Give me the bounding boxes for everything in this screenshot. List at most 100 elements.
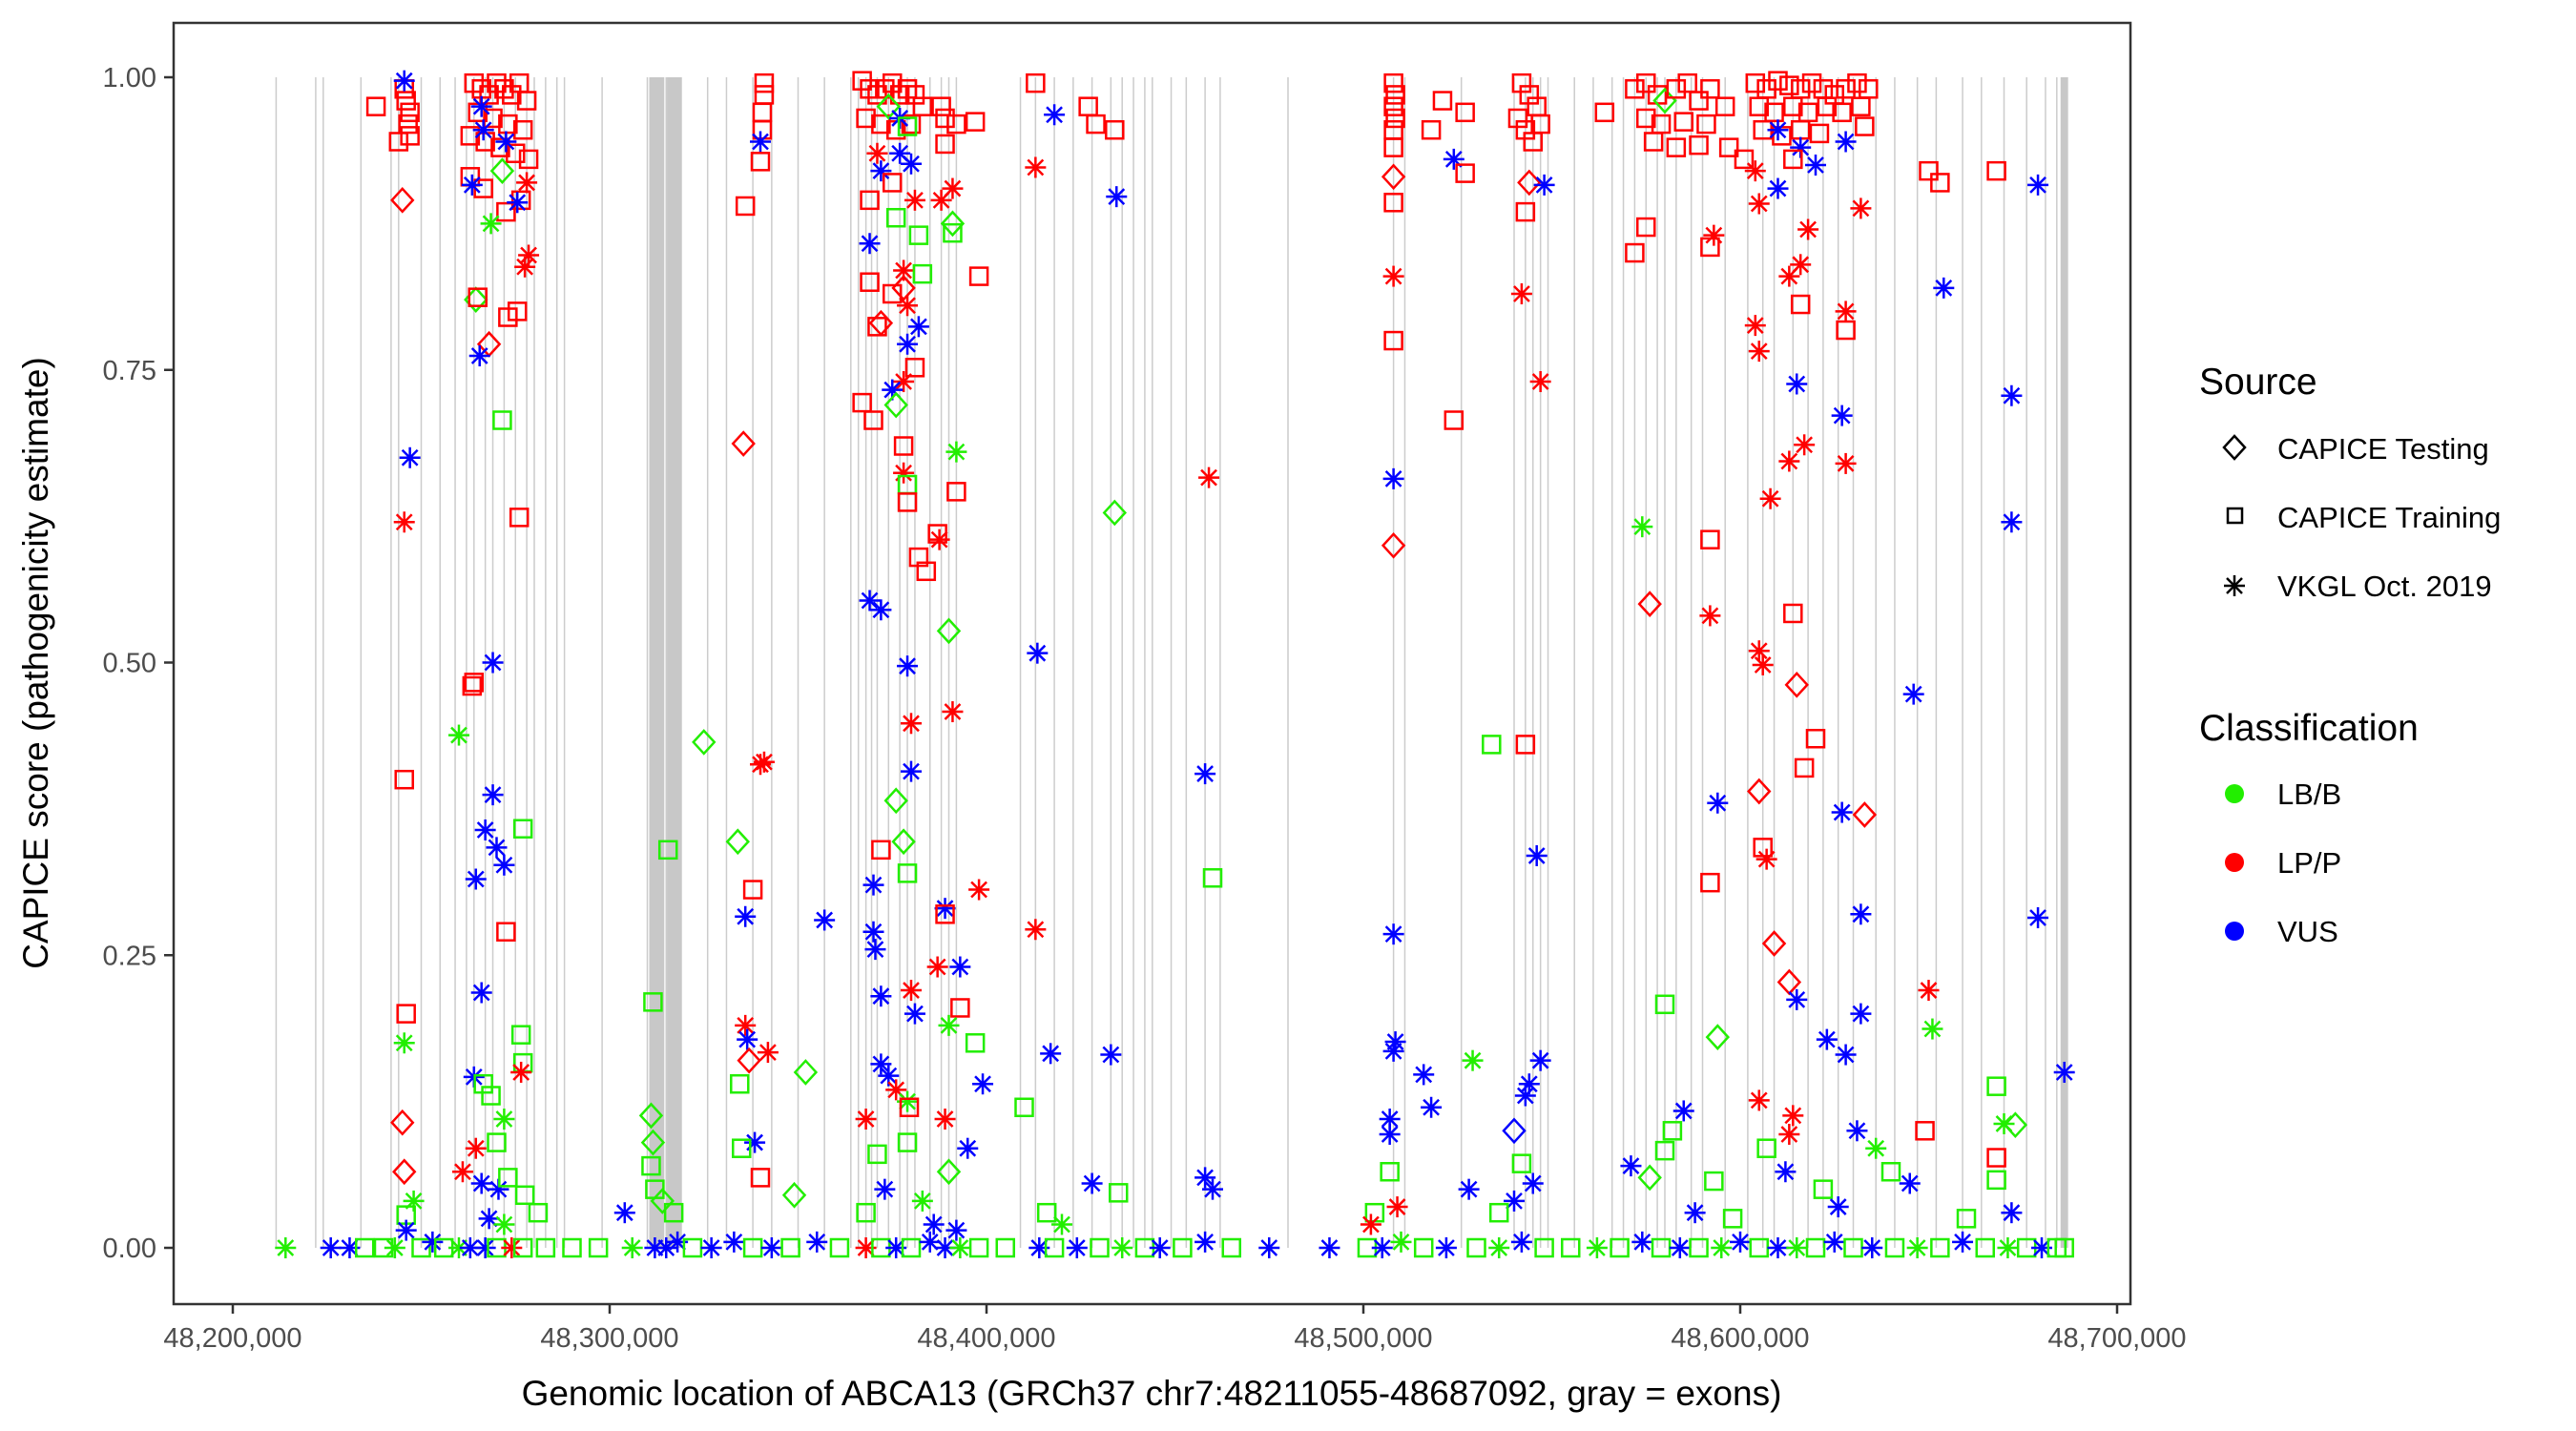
point-square (1689, 91, 1709, 111)
point-square (860, 190, 880, 211)
point-asterisk (1918, 980, 1940, 1002)
point-square (514, 1185, 535, 1206)
legend-label: LB/B (2277, 778, 2341, 811)
point-asterisk (482, 652, 504, 674)
point-diamond (1637, 1164, 1662, 1192)
point-square (588, 1237, 609, 1258)
point-square (394, 769, 414, 790)
point-asterisk (1902, 683, 1924, 705)
point-asterisk (393, 1032, 415, 1054)
point-asterisk (870, 599, 892, 621)
point-diamond (1784, 671, 1809, 698)
point-square (1813, 1179, 1834, 1199)
point-square (1466, 1237, 1486, 1258)
point-asterisk (949, 1237, 971, 1258)
point-square (1385, 108, 1405, 129)
red-dot-icon (2225, 853, 2244, 872)
point-asterisk (855, 1109, 877, 1130)
x-axis: 48,200,000 48,300,000 48,400,000 48,500,000… (163, 1304, 2187, 1354)
point-square (750, 152, 771, 172)
point-square (1202, 868, 1223, 888)
point-square (856, 108, 876, 129)
point-asterisk (1382, 265, 1404, 287)
point-asterisk (1823, 1231, 1845, 1253)
point-asterisk (1421, 1096, 1443, 1118)
point-asterisk (1786, 988, 1808, 1010)
point-diamond (1502, 1117, 1527, 1145)
point-square (400, 126, 420, 146)
point-square (899, 1097, 920, 1118)
point-square (946, 482, 966, 502)
point-square (871, 840, 891, 861)
point-asterisk (1360, 1213, 1381, 1235)
point-square (1173, 1237, 1193, 1258)
legend-label: CAPICE Testing (2277, 432, 2489, 466)
point-square (496, 922, 516, 942)
point-asterisk (866, 142, 888, 164)
point-square (1718, 137, 1739, 157)
point-square (883, 173, 903, 193)
point-asterisk (1044, 104, 1066, 126)
exon-lines (275, 77, 2068, 1248)
point-asterisk (1386, 1196, 1408, 1218)
point-square (1986, 160, 2006, 181)
point-asterisk (934, 1109, 956, 1130)
point-square (1666, 137, 1687, 157)
point-square (1666, 79, 1687, 99)
point-asterisk (907, 316, 929, 338)
point-asterisk (1514, 1085, 1536, 1107)
point-asterisk (1202, 1178, 1223, 1200)
legend-item-lpp: LP/P (2225, 846, 2341, 880)
legend-source-title: Source (2199, 362, 2317, 403)
point-square (1930, 1237, 1950, 1258)
point-square (1805, 729, 1826, 749)
y-axis: 0.00 0.25 0.50 0.75 1.00 (103, 63, 174, 1264)
point-square (641, 1155, 661, 1176)
point-asterisk (972, 1073, 994, 1095)
point-square (1689, 135, 1709, 156)
point-asterisk (1835, 131, 1857, 153)
point-square (912, 263, 933, 284)
point-square (400, 102, 420, 123)
point-asterisk (613, 1202, 635, 1224)
point-square (388, 132, 409, 152)
point-asterisk (919, 1231, 941, 1253)
point-square (860, 272, 880, 292)
point-square (885, 207, 906, 228)
point-square (1915, 1121, 1935, 1141)
point-square (1851, 96, 1871, 116)
point-asterisk (859, 590, 881, 612)
point-square (2054, 1237, 2074, 1258)
point-asterisk (1790, 254, 1812, 276)
point-asterisk (1510, 282, 1532, 304)
point-asterisk (2027, 174, 2049, 196)
point-asterisk (470, 982, 492, 1004)
point-asterisk (1025, 156, 1047, 178)
point-asterisk (760, 1237, 782, 1258)
point-asterisk (897, 295, 919, 317)
point-asterisk (1707, 792, 1729, 814)
point-square (518, 149, 539, 170)
point-asterisk (1195, 763, 1216, 785)
point-diamond (638, 1102, 664, 1130)
point-square (829, 1237, 850, 1258)
point-asterisk (1767, 177, 1789, 199)
point-asterisk (621, 1237, 643, 1258)
point-asterisk (1790, 136, 1812, 158)
point-asterisk (1933, 277, 1955, 299)
point-asterisk (516, 172, 538, 194)
point-asterisk (1748, 640, 1770, 662)
point-square (1036, 1202, 1057, 1223)
point-asterisk (488, 1178, 509, 1200)
blue-dot-icon (2225, 922, 2244, 941)
point-asterisk (1382, 467, 1404, 489)
point-square (1809, 123, 1830, 144)
point-diamond (1761, 930, 1787, 957)
point-square (507, 301, 528, 321)
x-tick-label: 48,700,000 (2047, 1323, 2186, 1354)
point-asterisk (855, 1237, 877, 1258)
point-asterisk (448, 724, 469, 746)
point-diamond (725, 828, 750, 856)
point-asterisk (393, 70, 415, 92)
